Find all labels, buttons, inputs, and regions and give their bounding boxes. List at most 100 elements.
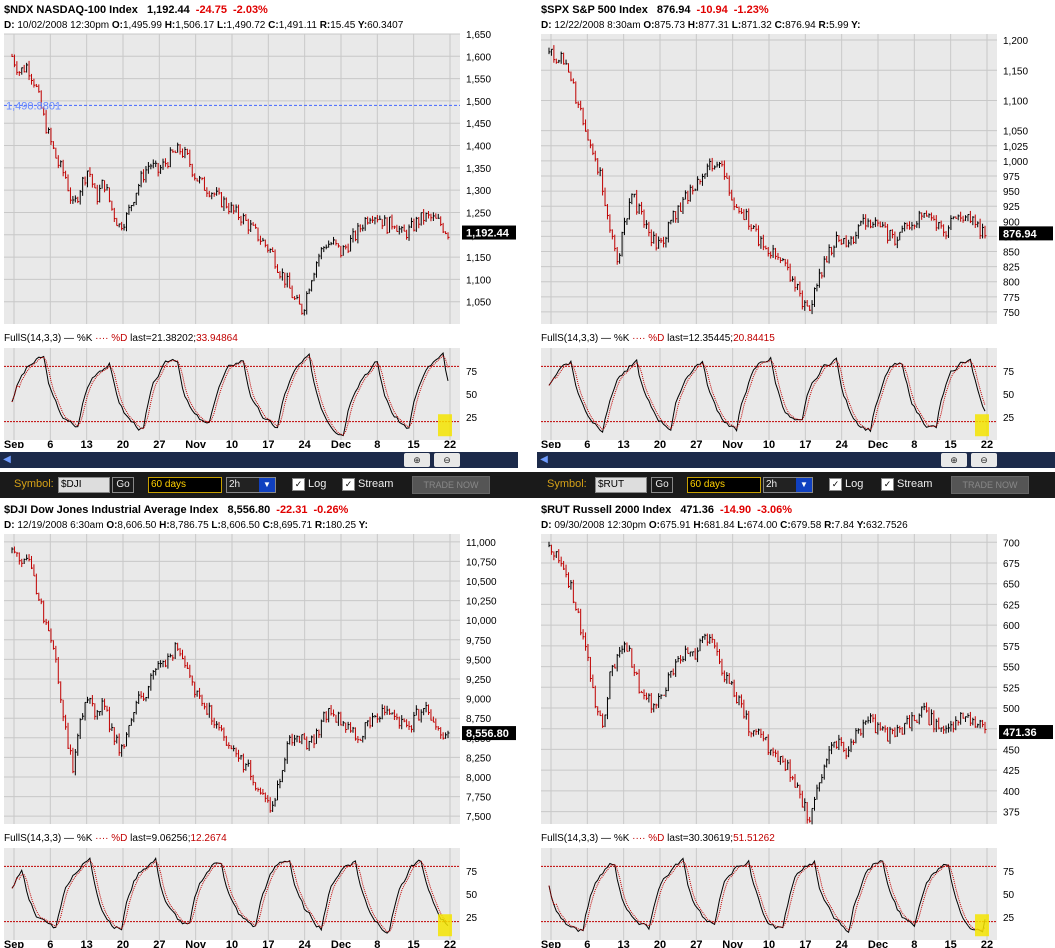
toolbar-right: Symbol: $RUT Go 60 days 2h ▼ ✓ Log ✓ Stre… [537,472,1055,498]
y-tick-label: 850 [1003,248,1020,259]
x-tick-label: 8 [374,939,380,948]
stream-checkbox[interactable]: ✓ [881,478,894,491]
range-select[interactable]: 60 days [687,477,761,493]
x-tick-label: 20 [654,939,666,948]
stream-checkbox[interactable]: ✓ [342,478,355,491]
stoch-highlight [438,914,452,937]
last-price-badge [999,226,1053,241]
range-select[interactable]: 60 days [148,477,222,493]
last-price-label: 1,192.44 [466,228,510,240]
y-tick-label: 11,000 [466,538,496,549]
x-tick-label: Dec [331,939,351,948]
log-checkbox[interactable]: ✓ [829,478,842,491]
scroll-left-icon[interactable]: ◀ [540,454,548,465]
x-tick-label: 15 [408,439,420,448]
chart-title: $DJI Dow Jones Industrial Average Index … [4,504,349,516]
y-tick-label: 8,250 [466,753,491,764]
x-tick-label: 8 [911,439,917,448]
y-tick-label: 1,450 [466,119,491,130]
trade-now-button[interactable]: TRADE NOW [412,476,490,494]
stoch-k-line [11,352,449,437]
ohlc-info: D: 12/22/2008 8:30am O:875.73 H:877.31 L… [541,20,861,31]
toolbar-left: Symbol: $DJI Go 60 days 2h ▼ ✓ Log ✓ Stre… [0,472,520,498]
x-tick-label: 27 [690,939,702,948]
stoch-tick-label: 25 [466,913,478,924]
y-tick-label: 450 [1003,745,1020,756]
stoch-tick-label: 75 [466,867,478,878]
symbol-input[interactable]: $DJI [58,477,110,493]
symbol-label: Symbol: [547,478,587,490]
y-tick-label: 975 [1003,172,1020,183]
y-tick-label: 675 [1003,559,1020,570]
y-tick-label: 575 [1003,642,1020,653]
period-select[interactable]: 2h ▼ [763,477,813,493]
stoch-header: FullS(14,3,3) — %K ···· %D last=12.35445… [541,333,775,344]
scroll-left-icon[interactable]: ◀ [3,454,11,465]
dji-chart-panel: $DJI Dow Jones Industrial Average Index … [0,500,518,948]
y-tick-label: 9,500 [466,655,491,666]
stoch-tick-label: 75 [1003,367,1015,378]
x-tick-label: 15 [945,939,957,948]
stoch-tick-label: 75 [466,367,478,378]
last-price-badge [462,726,516,741]
y-tick-label: 7,500 [466,812,491,823]
chart-title: $SPX S&P 500 Index 876.94 -10.94 -1.23% [541,4,769,16]
symbol-toolbar: Symbol: $DJI Go 60 days 2h ▼ ✓ Log ✓ Stre… [0,472,1055,498]
zoom-out-icon[interactable]: ⊖ [971,453,997,467]
trade-now-button[interactable]: TRADE NOW [951,476,1029,494]
log-checkbox[interactable]: ✓ [292,478,305,491]
log-label: Log [845,478,864,490]
stoch-tick-label: 75 [1003,867,1015,878]
y-tick-label: 1,550 [466,75,491,86]
chart-scrollbar[interactable]: ◀ ⊕ ⊖ [0,452,518,468]
ohlc-info: D: 12/19/2008 6:30am O:8,606.50 H:8,786.… [4,520,368,531]
y-tick-label: 1,250 [466,208,491,219]
go-button[interactable]: Go [112,477,134,493]
stoch-highlight [975,914,989,937]
y-tick-label: 1,600 [466,52,491,63]
stoch-d-line [11,354,449,436]
stoch-tick-label: 25 [1003,913,1015,924]
x-tick-label: 22 [981,439,993,448]
chart-scrollbar[interactable]: ◀ ⊕ ⊖ [537,452,1055,468]
stream-label: Stream [358,478,394,490]
x-tick-label: 6 [584,939,590,948]
spx-chart-panel: $SPX S&P 500 Index 876.94 -10.94 -1.23% D:… [537,0,1055,468]
y-tick-label: 750 [1003,308,1020,319]
symbol-input[interactable]: $RUT [595,477,647,493]
stoch-header: FullS(14,3,3) — %K ···· %D last=30.30619… [541,833,775,844]
chart-title: $NDX NASDAQ-100 Index 1,192.44 -24.75 -2.0… [4,4,268,16]
x-tick-label: 22 [981,939,993,948]
rut-chart-panel: $RUT Russell 2000 Index 471.36 -14.90 -3.0… [537,500,1055,948]
x-tick-label: 13 [618,939,630,948]
stoch-d-line [11,859,449,933]
zoom-in-icon[interactable]: ⊕ [404,453,430,467]
x-tick-label: 8 [911,939,917,948]
y-tick-label: 1,300 [466,186,491,197]
last-price-badge [999,725,1053,740]
go-button[interactable]: Go [651,477,673,493]
x-tick-label: 17 [799,939,811,948]
x-tick-label: 13 [81,439,93,448]
x-tick-label: Sep [4,939,24,948]
x-tick-label: 17 [262,439,274,448]
x-tick-label: 6 [47,439,53,448]
ohlc-info: D: 09/30/2008 12:30pm O:675.91 H:681.84 … [541,520,908,531]
y-tick-label: 9,250 [466,675,491,686]
zoom-in-icon[interactable]: ⊕ [941,453,967,467]
y-tick-label: 650 [1003,580,1020,591]
log-label: Log [308,478,327,490]
x-tick-label: 27 [690,439,702,448]
x-tick-label: Dec [868,439,888,448]
x-tick-label: 17 [262,939,274,948]
stoch-highlight [975,414,989,437]
stream-label: Stream [897,478,933,490]
period-select[interactable]: 2h ▼ [226,477,276,493]
chevron-down-icon: ▼ [796,478,812,492]
zoom-out-icon[interactable]: ⊖ [434,453,460,467]
x-tick-label: 24 [836,439,849,448]
y-tick-label: 500 [1003,704,1020,715]
stoch-d-line [548,359,986,431]
symbol-label: Symbol: [14,478,54,490]
x-tick-label: 20 [117,439,129,448]
